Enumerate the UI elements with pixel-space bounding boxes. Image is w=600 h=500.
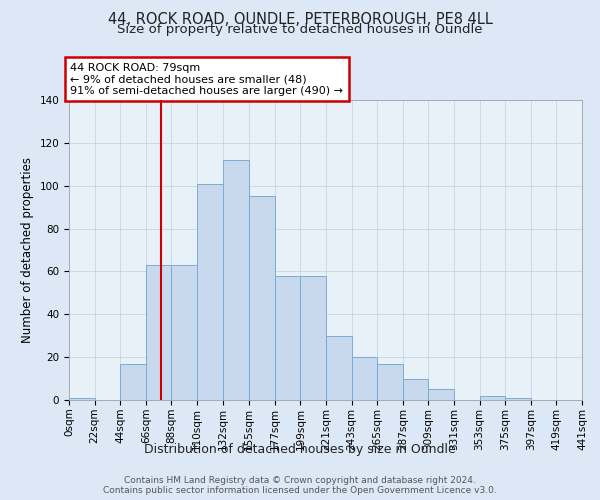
Text: Size of property relative to detached houses in Oundle: Size of property relative to detached ho… — [117, 22, 483, 36]
Bar — [172, 265, 197, 400]
Bar — [403, 378, 428, 400]
Bar — [223, 160, 250, 400]
Bar — [428, 390, 454, 400]
Bar — [275, 276, 301, 400]
Bar — [377, 364, 403, 400]
Y-axis label: Number of detached properties: Number of detached properties — [21, 157, 34, 343]
Bar — [326, 336, 352, 400]
Bar — [479, 396, 505, 400]
Bar — [197, 184, 223, 400]
Bar — [352, 357, 377, 400]
Text: 44 ROCK ROAD: 79sqm
← 9% of detached houses are smaller (48)
91% of semi-detache: 44 ROCK ROAD: 79sqm ← 9% of detached hou… — [70, 62, 343, 96]
Bar — [505, 398, 531, 400]
Bar — [250, 196, 275, 400]
Bar — [301, 276, 326, 400]
Bar — [120, 364, 146, 400]
Bar — [146, 265, 172, 400]
Text: Distribution of detached houses by size in Oundle: Distribution of detached houses by size … — [144, 442, 456, 456]
Text: Contains HM Land Registry data © Crown copyright and database right 2024.
Contai: Contains HM Land Registry data © Crown c… — [103, 476, 497, 495]
Bar — [69, 398, 95, 400]
Text: 44, ROCK ROAD, OUNDLE, PETERBOROUGH, PE8 4LL: 44, ROCK ROAD, OUNDLE, PETERBOROUGH, PE8… — [107, 12, 493, 28]
